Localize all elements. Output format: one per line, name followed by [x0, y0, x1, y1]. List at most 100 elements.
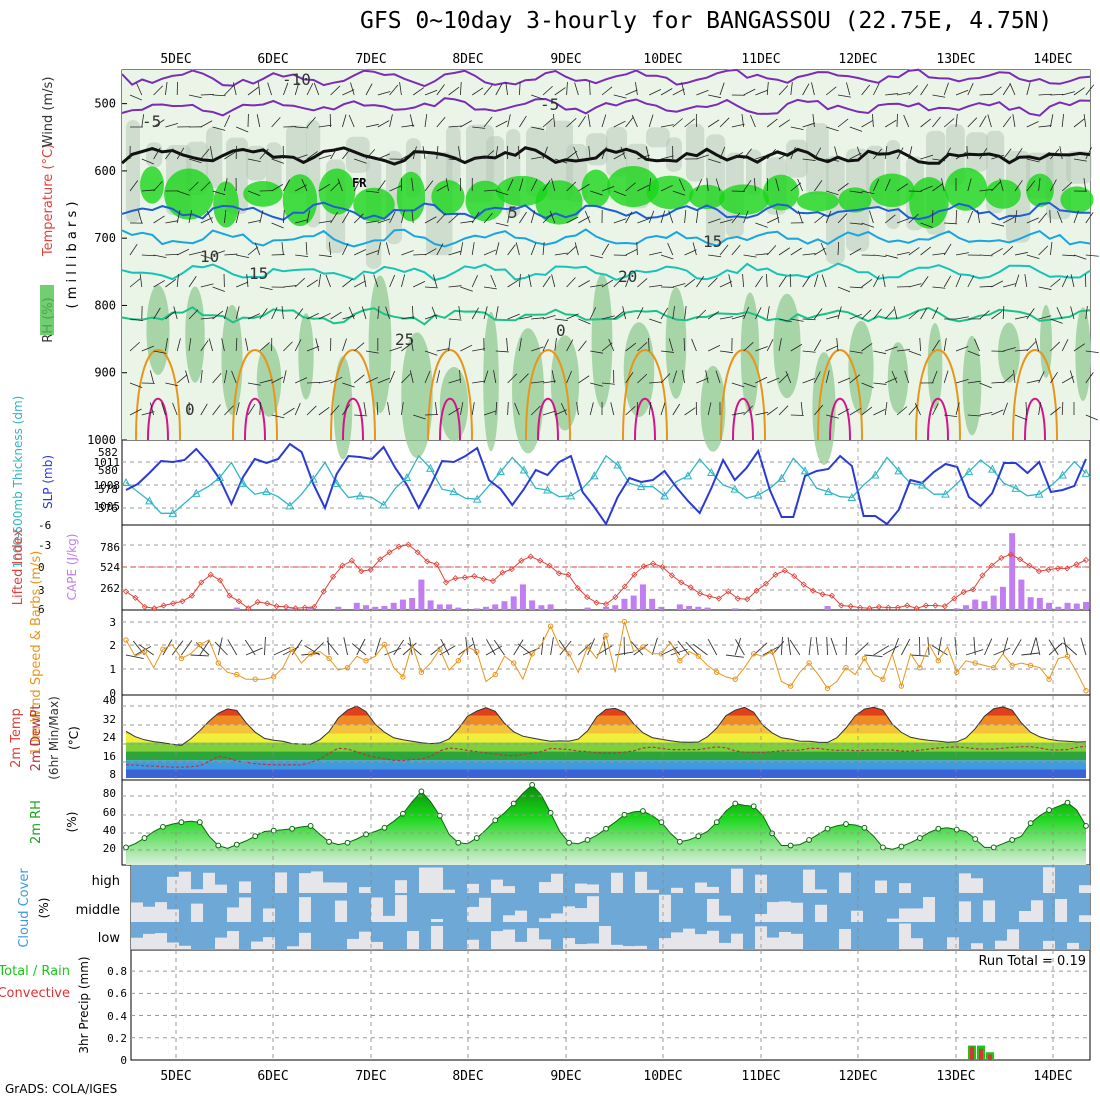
slp-point — [379, 500, 388, 509]
wind-barb — [826, 126, 839, 132]
wind-barb — [295, 377, 308, 384]
wind-barb — [507, 210, 511, 224]
wind-barb — [977, 210, 980, 224]
wind-speed-point — [234, 671, 240, 678]
rh-moist-cell — [1060, 186, 1094, 213]
isotherm-30-lobe — [1024, 397, 1046, 441]
wind-barb — [861, 343, 873, 352]
lifted-index-point — [649, 560, 657, 567]
wind-barb — [528, 274, 532, 288]
wind-barb — [589, 307, 597, 320]
cloud-bar — [791, 902, 803, 922]
wind-barb — [955, 316, 969, 320]
wind-barb — [361, 306, 367, 320]
wind-barb — [306, 151, 318, 160]
cloud-bar — [539, 882, 551, 893]
wind-barb — [719, 146, 726, 160]
wind-barb — [987, 114, 992, 128]
wind-barb — [1012, 114, 1016, 128]
cape-bar — [353, 602, 360, 610]
rh-point — [640, 808, 646, 814]
wind-barb — [342, 148, 351, 160]
rh-point — [990, 844, 997, 851]
wind-barb — [259, 210, 264, 224]
wind-barb — [259, 148, 269, 160]
wind-barb — [896, 406, 908, 416]
wind-barb — [436, 116, 446, 128]
wind-barb — [221, 338, 225, 352]
wind-barb — [625, 342, 637, 352]
lifted-index-point — [1007, 551, 1014, 558]
wind-barb — [165, 148, 174, 160]
cape-bar — [418, 579, 425, 610]
wind-barb — [920, 246, 932, 256]
wind-barb — [531, 346, 544, 352]
wind-barb — [459, 370, 461, 384]
wind-barb — [1021, 652, 1040, 656]
wind-barb — [330, 311, 342, 320]
wind-barb — [707, 638, 718, 656]
cape-bar — [963, 605, 969, 610]
wind-barb — [409, 114, 414, 128]
cloud-bar — [995, 940, 1007, 949]
cloud-bar — [971, 878, 983, 893]
wind-barb — [247, 219, 261, 224]
wind-barb — [330, 211, 338, 224]
wind-barb — [1085, 212, 1094, 224]
rh-point — [270, 827, 277, 834]
wind-speed-point — [843, 664, 849, 671]
wind-barb — [1026, 341, 1037, 352]
wind-barb — [206, 210, 213, 224]
lifted-index-point — [235, 598, 243, 605]
wind-barb — [271, 414, 285, 419]
slp-point — [191, 488, 201, 497]
wind-barb — [766, 82, 769, 96]
wind-barb — [1014, 210, 1018, 224]
wind-barb — [1026, 308, 1035, 320]
wind-barb — [849, 222, 863, 225]
wind-barb — [208, 338, 213, 352]
wind-barb — [1013, 370, 1016, 384]
cloud-bar — [635, 871, 647, 893]
precip-convective-bar — [970, 1046, 974, 1060]
wind-barb — [672, 370, 678, 384]
bottom-day-label: 11DEC — [741, 1069, 780, 1084]
wind-barb — [576, 402, 579, 416]
cape-bar — [658, 606, 665, 610]
wind-barb — [200, 148, 210, 160]
lifted-index-point — [640, 563, 647, 570]
wind-barb — [483, 306, 488, 320]
wind-barb — [1003, 283, 1016, 288]
wind-barb — [984, 638, 993, 656]
wind-barb — [318, 312, 331, 320]
wind-barb — [967, 350, 981, 357]
wind-barb — [660, 210, 666, 224]
cloud-bar — [407, 930, 419, 949]
wind-barb — [519, 274, 521, 288]
wind-barb — [176, 374, 188, 384]
wind-barb — [200, 254, 214, 260]
wind-speed-point — [603, 632, 609, 639]
wind-barb — [778, 405, 789, 416]
wind-barb — [660, 254, 674, 260]
rh-low-cell — [512, 328, 544, 454]
wind-barb — [212, 372, 222, 384]
rh-point — [1046, 807, 1052, 813]
wind-barb — [677, 640, 690, 656]
wind-barb — [412, 305, 414, 320]
wind-barb — [668, 338, 674, 352]
wind-barb — [354, 280, 366, 288]
wind-barb — [431, 306, 438, 320]
lifted-index-point — [951, 595, 958, 602]
wind-barb — [778, 119, 790, 128]
wind-barb — [692, 242, 697, 256]
wind-barb — [896, 147, 904, 160]
wind-barb — [849, 313, 863, 320]
wind-barb — [1038, 315, 1052, 320]
wind-barb — [507, 179, 514, 192]
wind-barb — [943, 118, 955, 128]
wind-barb — [283, 210, 285, 224]
cloud-bar — [587, 896, 599, 922]
cloud-bar — [635, 945, 647, 949]
y-tick-label: 3 — [38, 584, 45, 597]
